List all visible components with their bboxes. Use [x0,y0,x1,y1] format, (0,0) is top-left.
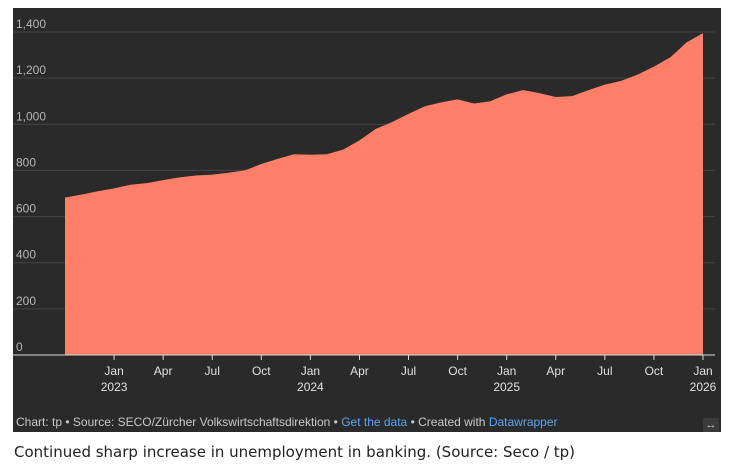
area-chart: 0 200 400 600 800 1,000 1,200 1,400 Jan 2023 Apr Ju… [13,17,717,394]
y-tick-label: 1,400 [16,17,46,31]
footer-created-with: • Created with [407,415,489,429]
y-tick-label: 1,000 [16,109,46,123]
x-tick-label: Oct [252,364,271,378]
x-tick-year-label: 2024 [297,380,324,394]
x-tick-label: Apr [350,364,369,378]
x-tick-label: Jul [597,364,612,378]
x-tick-label: Jan [693,364,712,378]
area-series [65,33,703,356]
x-tick-label: Jan [497,364,516,378]
x-tick-year-label: 2026 [690,380,717,394]
y-tick-label: 0 [16,340,23,354]
figure-caption: Continued sharp increase in unemployment… [14,443,576,461]
chart-panel: 0 200 400 600 800 1,000 1,200 1,400 Jan 2023 Apr Ju… [13,8,721,432]
y-tick-label: 1,200 [16,63,46,77]
y-tick-label: 400 [16,248,36,262]
get-the-data-link[interactable]: Get the data [341,415,408,429]
chart-footer: Chart: tp • Source: SECO/Zürcher Volkswi… [16,415,558,429]
footer-source: Chart: tp • Source: SECO/Zürcher Volkswi… [16,415,342,429]
datawrapper-link[interactable]: Datawrapper [488,415,558,429]
x-tick-label: Jul [205,364,220,378]
x-tick-label: Oct [448,364,467,378]
x-tick-label: Jan [104,364,123,378]
y-tick-label: 200 [16,294,36,308]
expand-icon[interactable]: ↔ [703,418,719,432]
x-tick-year-label: 2025 [493,380,520,394]
x-tick-year-label: 2023 [101,380,128,394]
x-tick-label: Apr [154,364,173,378]
x-tick-label: Apr [546,364,565,378]
x-tick-label: Jan [301,364,320,378]
y-tick-label: 800 [16,155,36,169]
y-tick-label: 600 [16,202,36,216]
x-tick-label: Oct [645,364,664,378]
x-tick-label: Jul [401,364,416,378]
